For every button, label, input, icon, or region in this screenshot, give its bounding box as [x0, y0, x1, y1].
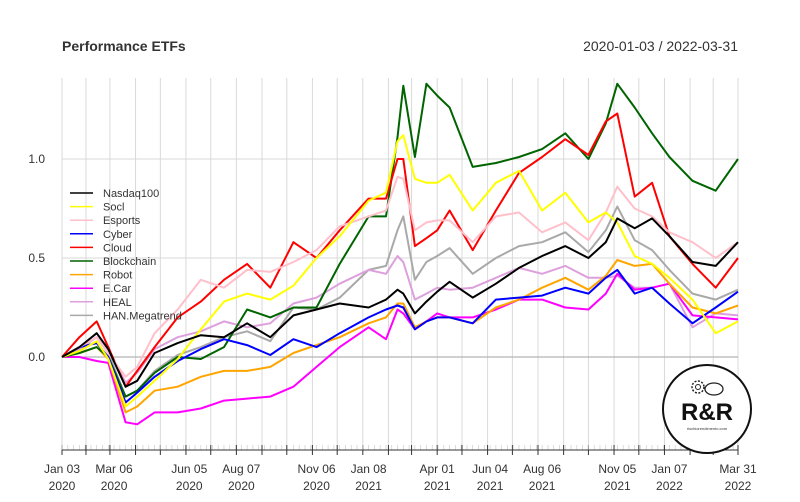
x-tick-year-label: 2021 — [604, 479, 631, 493]
x-tick-label: Jun 05 — [171, 462, 207, 476]
series-line-e-car — [62, 272, 739, 426]
x-tick-label: Mar 06 — [95, 462, 133, 476]
chart-title: Performance ETFs — [62, 38, 186, 54]
x-tick-year-label: 2020 — [49, 479, 76, 493]
x-tick-label: Nov 05 — [598, 462, 636, 476]
x-tick-label: Jan 03 — [44, 462, 80, 476]
x-tick-label: Jan 07 — [651, 462, 687, 476]
series-line-heal — [61, 255, 739, 384]
x-tick-year-label: 2020 — [303, 479, 330, 493]
legend-label: E.Car — [103, 283, 131, 295]
legend-label: Cyber — [103, 229, 133, 241]
legend-label: Cloud — [103, 242, 132, 254]
x-tick-year-label: 2022 — [725, 479, 752, 493]
x-tick-year-label: 2022 — [656, 479, 683, 493]
series-line-robot — [61, 259, 739, 414]
x-tick-year-label: 2020 — [176, 479, 203, 493]
series-line-nasdaq100 — [61, 217, 739, 388]
x-axis: Jan 03 2020 Mar 06 2020 Jun 05 2020 Aug 07 2020… — [44, 445, 757, 493]
x-tick-label: Jan 08 — [351, 462, 387, 476]
legend-label: HAN.Megatrend — [103, 310, 182, 322]
legend-label: Nasdaq100 — [103, 188, 159, 200]
series-line-cyber — [61, 268, 739, 404]
series-line-cloud — [61, 112, 739, 388]
y-axis: 0.0 0.5 1.0 — [28, 152, 45, 364]
x-tick-year-label: 2021 — [355, 479, 382, 493]
legend-label: Esports — [103, 215, 141, 227]
x-tick-label: Apr 01 — [420, 462, 456, 476]
y-tick-label: 0.5 — [28, 251, 45, 265]
y-tick-label: 1.0 — [28, 152, 45, 166]
series-line-socl — [61, 134, 739, 408]
series-lines — [61, 82, 739, 426]
gear-piggybank-icon — [691, 380, 724, 396]
legend-label: Blockchain — [103, 256, 156, 268]
x-tick-year-label: 2020 — [101, 479, 128, 493]
x-tick-label: Nov 06 — [298, 462, 336, 476]
logo-text: R&R — [681, 399, 733, 426]
x-tick-label: Mar 31 — [719, 462, 757, 476]
series-line-han-megatrend — [61, 205, 739, 398]
series-line-blockchain — [61, 82, 739, 398]
x-tick-year-label: 2021 — [529, 479, 556, 493]
x-tick-year-label: 2020 — [228, 479, 255, 493]
legend-label: HEAL — [103, 297, 132, 309]
x-tick-year-label: 2021 — [477, 479, 504, 493]
date-range: 2020-01-03 / 2022-03-31 — [583, 38, 738, 54]
y-tick-label: 0.0 — [28, 350, 45, 364]
series-line-esports — [61, 175, 739, 378]
x-tick-label: Aug 07 — [222, 462, 260, 476]
legend-label: Robot — [103, 270, 132, 282]
x-tick-label: Jun 04 — [472, 462, 508, 476]
legend-label: Socl — [103, 202, 124, 214]
logo: R&R rischiorendimento.com — [662, 364, 752, 454]
x-tick-year-label: 2021 — [424, 479, 451, 493]
logo-subtext: rischiorendimento.com — [687, 426, 728, 431]
x-tick-label: Aug 06 — [523, 462, 561, 476]
